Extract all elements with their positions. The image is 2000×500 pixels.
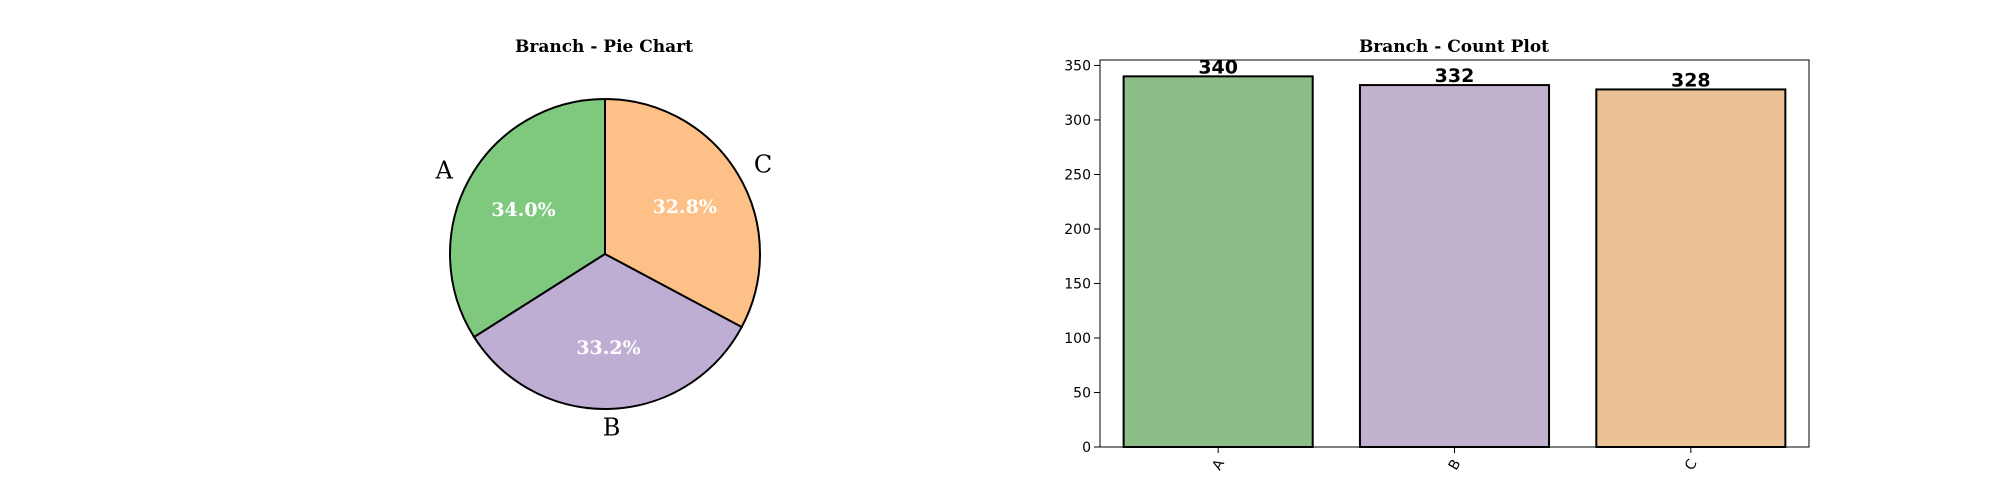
x-tick-label: B bbox=[1446, 457, 1465, 473]
y-tick-label: 150 bbox=[1064, 276, 1091, 292]
y-tick-label: 350 bbox=[1064, 58, 1091, 74]
pie-category-label: B bbox=[603, 413, 621, 441]
bar-value-label: 328 bbox=[1671, 69, 1711, 91]
pie-chart: Branch - Pie Chart 34.0% A 33.2% B 32.8% C bbox=[435, 37, 773, 441]
pie-slice-c bbox=[604, 97, 761, 329]
bar-c bbox=[1595, 88, 1787, 448]
y-tick-label: 100 bbox=[1064, 331, 1091, 347]
y-tick-label: 300 bbox=[1064, 113, 1091, 129]
y-tick-label: 250 bbox=[1064, 167, 1091, 183]
bar-a bbox=[1122, 75, 1314, 448]
bar-value-label: 332 bbox=[1435, 65, 1475, 87]
bar-b bbox=[1358, 84, 1551, 448]
x-tick-label: C bbox=[1682, 457, 1701, 474]
pie-slices bbox=[449, 97, 761, 410]
pie-slice-b bbox=[472, 252, 744, 410]
x-axis: A B C bbox=[1209, 447, 1701, 474]
pie-percent-label: 34.0% bbox=[491, 199, 555, 221]
bar-value-label: 340 bbox=[1198, 56, 1238, 78]
y-tick-label: 200 bbox=[1064, 222, 1091, 238]
bar-chart-title: Branch - Count Plot bbox=[1359, 37, 1549, 57]
pie-percent-label: 33.2% bbox=[576, 337, 640, 359]
pie-category-label: C bbox=[754, 151, 772, 179]
y-axis: 0 50 100 150 200 250 300 350 bbox=[1064, 58, 1100, 456]
x-tick-label: A bbox=[1209, 456, 1228, 473]
pie-percent-label: 32.8% bbox=[653, 196, 717, 218]
bar-chart: Branch - Count Plot 0 50 100 150 200 250 300 35… bbox=[1064, 37, 1810, 474]
pie-chart-title: Branch - Pie Chart bbox=[515, 37, 693, 57]
y-tick-label: 0 bbox=[1082, 440, 1091, 456]
pie-category-label: A bbox=[435, 156, 454, 184]
y-tick-label: 50 bbox=[1073, 385, 1091, 401]
bars: 340 332 328 bbox=[1122, 56, 1787, 448]
pie-labels: 34.0% A 33.2% B 32.8% C bbox=[435, 151, 773, 442]
